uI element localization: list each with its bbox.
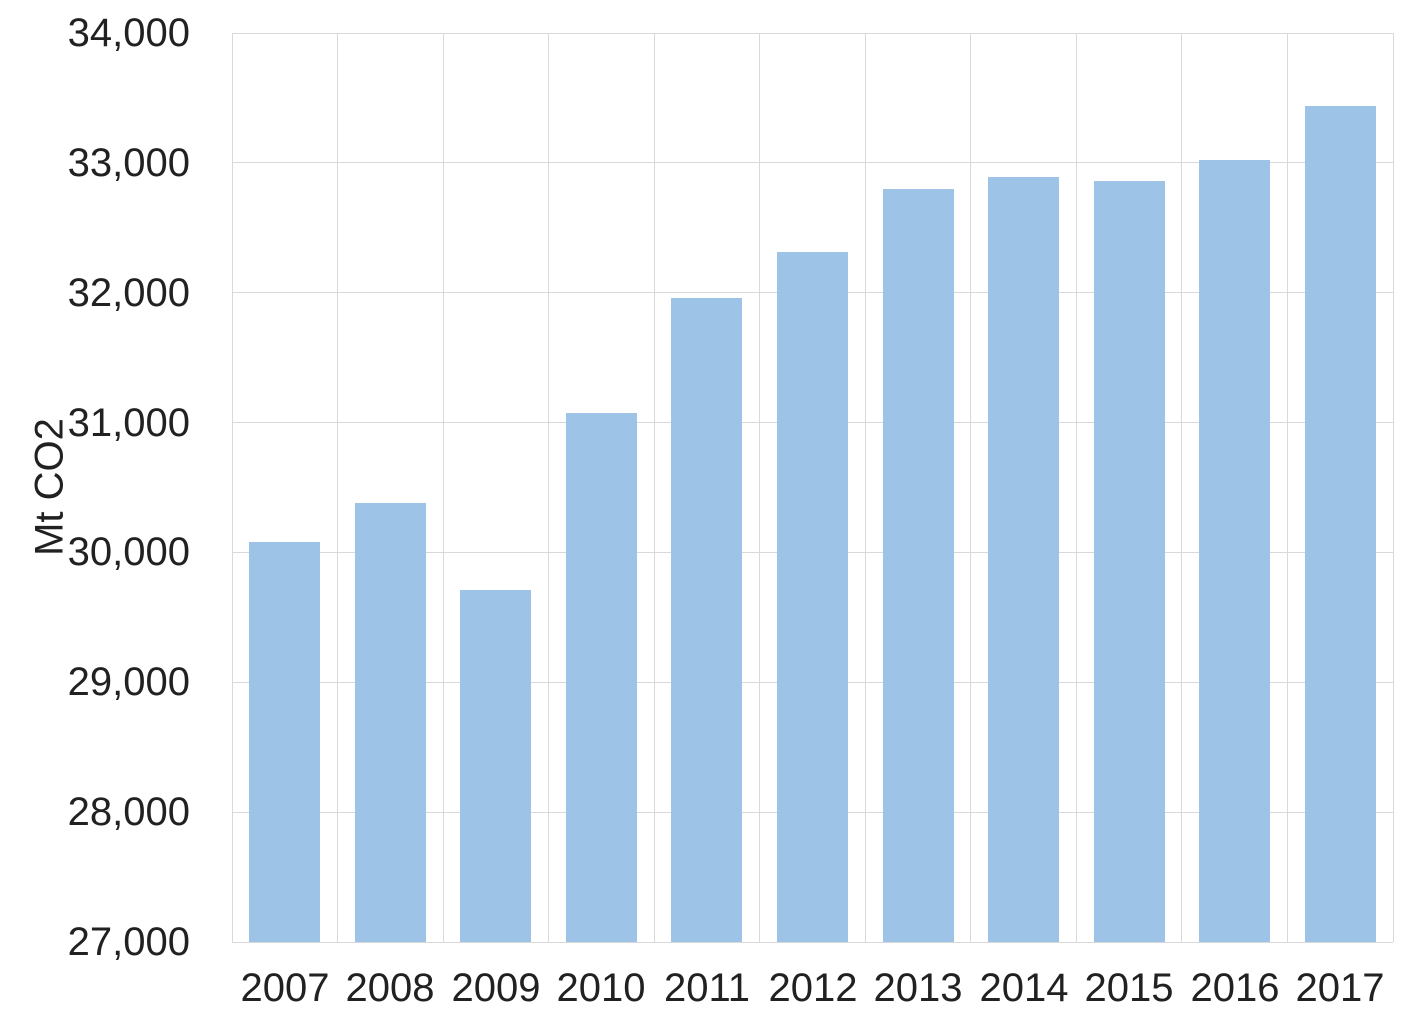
gridline-vertical: [1181, 33, 1183, 942]
gridline-vertical: [442, 33, 444, 942]
bar-2017: [1305, 106, 1376, 942]
y-tick-label: 34,000: [67, 11, 190, 55]
bar-2014: [988, 177, 1059, 942]
gridline-horizontal: [232, 941, 1393, 943]
gridline-horizontal: [232, 162, 1393, 164]
bar-2007: [249, 542, 320, 942]
bar-2015: [1094, 181, 1165, 942]
y-tick-label: 32,000: [67, 270, 190, 315]
bar-2008: [355, 503, 426, 942]
y-tick-label: 31,000: [67, 400, 190, 445]
gridline-horizontal: [232, 32, 1393, 34]
gridline-vertical: [1286, 33, 1288, 942]
gridline-vertical: [231, 33, 233, 942]
x-tick-label: 2007: [240, 966, 330, 1010]
y-tick-label: 29,000: [67, 660, 190, 705]
gridline-vertical: [970, 33, 972, 942]
x-tick-label: 2011: [663, 966, 750, 1010]
gridline-vertical: [548, 33, 550, 942]
bar-2011: [671, 298, 742, 942]
x-tick-label: 2012: [768, 966, 858, 1010]
y-tick-label: 28,000: [67, 790, 190, 835]
gridline-vertical: [1392, 33, 1394, 942]
x-tick-label: 2015: [1084, 966, 1174, 1010]
bar-2013: [883, 189, 954, 942]
x-tick-label: 2017: [1295, 966, 1385, 1010]
x-tick-label: 2013: [873, 966, 963, 1010]
bar-2010: [566, 413, 637, 942]
gridline-vertical: [653, 33, 655, 942]
bar-2012: [777, 252, 848, 942]
gridline-vertical: [864, 33, 866, 942]
y-tick-label: 30,000: [67, 530, 190, 575]
x-tick-label: 2010: [556, 966, 646, 1010]
x-tick-label: 2008: [345, 966, 435, 1010]
gridline-vertical: [1075, 33, 1077, 942]
y-tick-label: 33,000: [67, 140, 190, 185]
plot-area: [231, 32, 1394, 943]
x-tick-label: 2016: [1190, 966, 1280, 1010]
x-tick-label: 2014: [979, 966, 1069, 1010]
x-tick-label: 2009: [451, 966, 541, 1010]
gridline-vertical: [759, 33, 761, 942]
y-tick-label: 27,000: [67, 920, 190, 964]
bar-2016: [1199, 160, 1270, 942]
bar-2009: [460, 590, 531, 942]
gridline-vertical: [337, 33, 339, 942]
